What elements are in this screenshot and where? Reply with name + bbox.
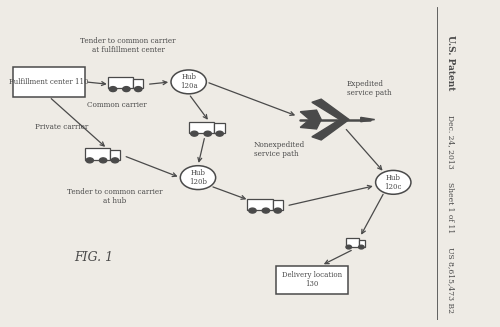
Bar (359, 240, 366, 247)
Circle shape (86, 158, 94, 163)
Circle shape (262, 208, 270, 213)
Circle shape (190, 131, 198, 136)
Polygon shape (300, 110, 321, 120)
Text: Tender to common carrier
at fulfillment center: Tender to common carrier at fulfillment … (80, 37, 176, 54)
Bar (13, 67, 85, 97)
Circle shape (204, 131, 212, 136)
Polygon shape (360, 117, 374, 122)
Circle shape (346, 245, 352, 249)
Circle shape (358, 245, 364, 249)
Text: Sheet 1 of 11: Sheet 1 of 11 (446, 182, 454, 233)
Text: Nonexpedited
service path: Nonexpedited service path (254, 141, 305, 158)
Circle shape (171, 70, 206, 94)
Circle shape (100, 158, 107, 163)
Text: Tender to common carrier
at hub: Tender to common carrier at hub (66, 188, 162, 205)
Circle shape (122, 87, 130, 92)
Bar (346, 238, 359, 247)
Circle shape (216, 131, 224, 136)
Circle shape (110, 87, 116, 92)
Polygon shape (312, 120, 349, 140)
Bar (248, 198, 272, 210)
Text: Private carrier: Private carrier (35, 123, 88, 131)
Text: US 8,615,473 B2: US 8,615,473 B2 (446, 247, 454, 313)
Circle shape (249, 208, 256, 213)
Text: FIG. 1: FIG. 1 (74, 251, 113, 264)
Text: Dec. 24, 2013: Dec. 24, 2013 (446, 115, 454, 168)
Text: Fulfillment center 110: Fulfillment center 110 (10, 78, 89, 86)
Text: U.S. Patent: U.S. Patent (446, 35, 455, 91)
Circle shape (376, 170, 411, 194)
Bar (84, 148, 110, 160)
Bar (272, 200, 283, 210)
Bar (108, 77, 133, 88)
Bar (276, 266, 348, 294)
Text: Hub
120b: Hub 120b (189, 169, 207, 186)
Bar (214, 123, 225, 133)
Circle shape (134, 87, 142, 92)
Bar (189, 122, 214, 133)
Circle shape (274, 208, 281, 213)
Text: Hub
120a: Hub 120a (180, 73, 198, 91)
Text: Expedited
service path: Expedited service path (347, 79, 392, 97)
Circle shape (112, 158, 118, 163)
Text: Delivery location
130: Delivery location 130 (282, 271, 342, 288)
Text: Hub
120c: Hub 120c (384, 174, 402, 191)
Text: Common carrier: Common carrier (87, 101, 146, 110)
Polygon shape (300, 120, 321, 129)
Circle shape (180, 166, 216, 190)
Polygon shape (312, 99, 349, 120)
Bar (133, 79, 143, 88)
Bar (110, 150, 120, 160)
